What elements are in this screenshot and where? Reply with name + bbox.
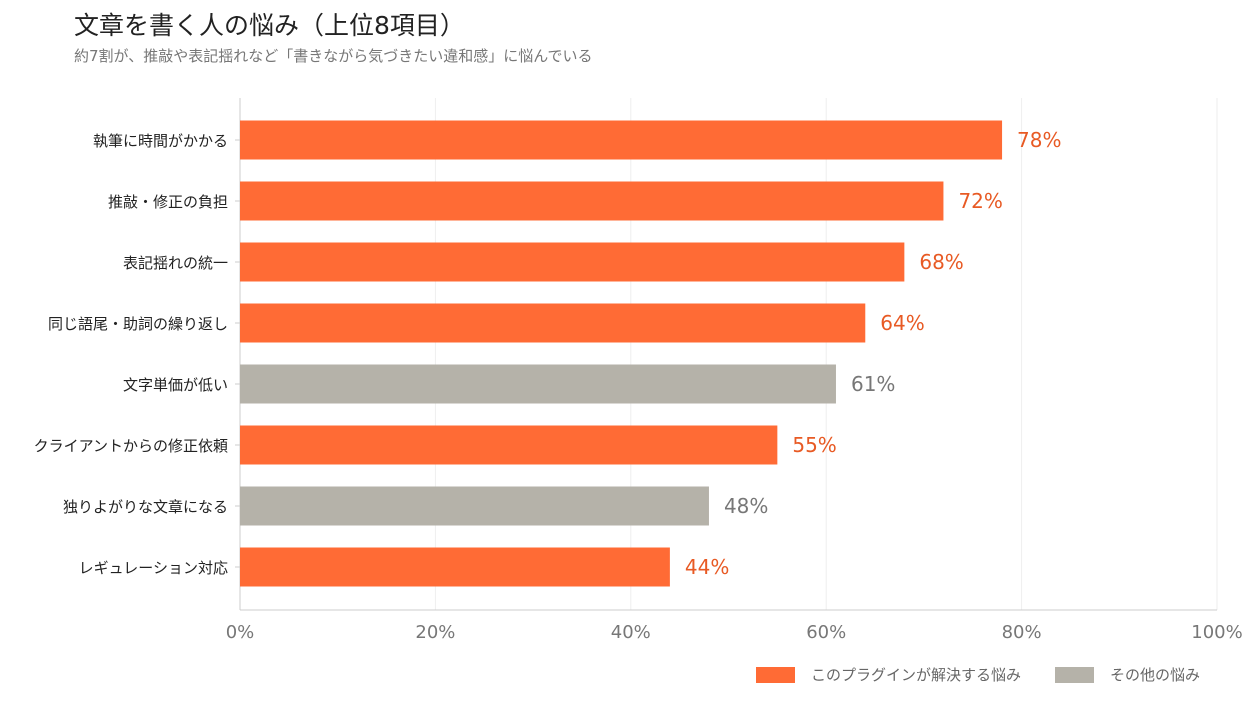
category-label-2: 推敲・修正の負担	[108, 193, 228, 211]
chart-legend: このプラグインが解決する悩み その他の悩み	[722, 664, 1200, 685]
category-label-8: レギュレーション対応	[79, 559, 228, 577]
bar-5	[240, 364, 836, 404]
value-label-1: 78%	[1017, 128, 1061, 152]
bar-4	[240, 303, 866, 343]
category-label-3: 表記揺れの統一	[123, 254, 228, 272]
bar-1	[240, 120, 1003, 160]
bar-3	[240, 242, 905, 282]
bar-2	[240, 181, 944, 221]
bar-7	[240, 486, 709, 526]
value-label-3: 68%	[919, 250, 963, 274]
value-label-4: 64%	[880, 311, 924, 335]
legend-swatch-other	[1054, 666, 1094, 683]
value-label-7: 48%	[724, 494, 768, 518]
category-label-4: 同じ語尾・助詞の繰り返し	[48, 315, 228, 333]
x-tick-label-100: 100%	[1191, 622, 1242, 643]
legend-label-solved: このプラグインが解決する悩み	[810, 666, 1021, 684]
chart-title: 文章を書く人の悩み（上位8項目）	[74, 11, 465, 40]
x-tick-label-60: 60%	[806, 622, 846, 643]
category-label-7: 独りよがりな文章になる	[63, 498, 228, 516]
chart-subtitle: 約7割が、推敲や表記揺れなど「書きながら気づきたい違和感」に悩んでいる	[74, 47, 593, 65]
category-label-5: 文字単価が低い	[123, 376, 228, 394]
category-label-1: 執筆に時間がかかる	[93, 132, 228, 150]
legend-swatch-solved	[755, 666, 795, 683]
x-tick-label-0: 0%	[226, 622, 255, 643]
value-label-2: 72%	[958, 189, 1002, 213]
x-tick-label-40: 40%	[611, 622, 651, 643]
value-label-5: 61%	[851, 372, 895, 396]
legend-label-other: その他の悩み	[1109, 666, 1200, 684]
value-label-8: 44%	[685, 555, 729, 579]
bar-6	[240, 425, 778, 465]
legend-item-other: その他の悩み	[1054, 664, 1200, 685]
bar-8	[240, 547, 670, 587]
value-label-6: 55%	[792, 433, 836, 457]
x-tick-label-80: 80%	[1002, 622, 1042, 643]
legend-item-solved: このプラグインが解決する悩み	[755, 664, 1021, 685]
x-tick-label-20: 20%	[415, 622, 455, 643]
category-label-6: クライアントからの修正依頼	[34, 437, 228, 455]
